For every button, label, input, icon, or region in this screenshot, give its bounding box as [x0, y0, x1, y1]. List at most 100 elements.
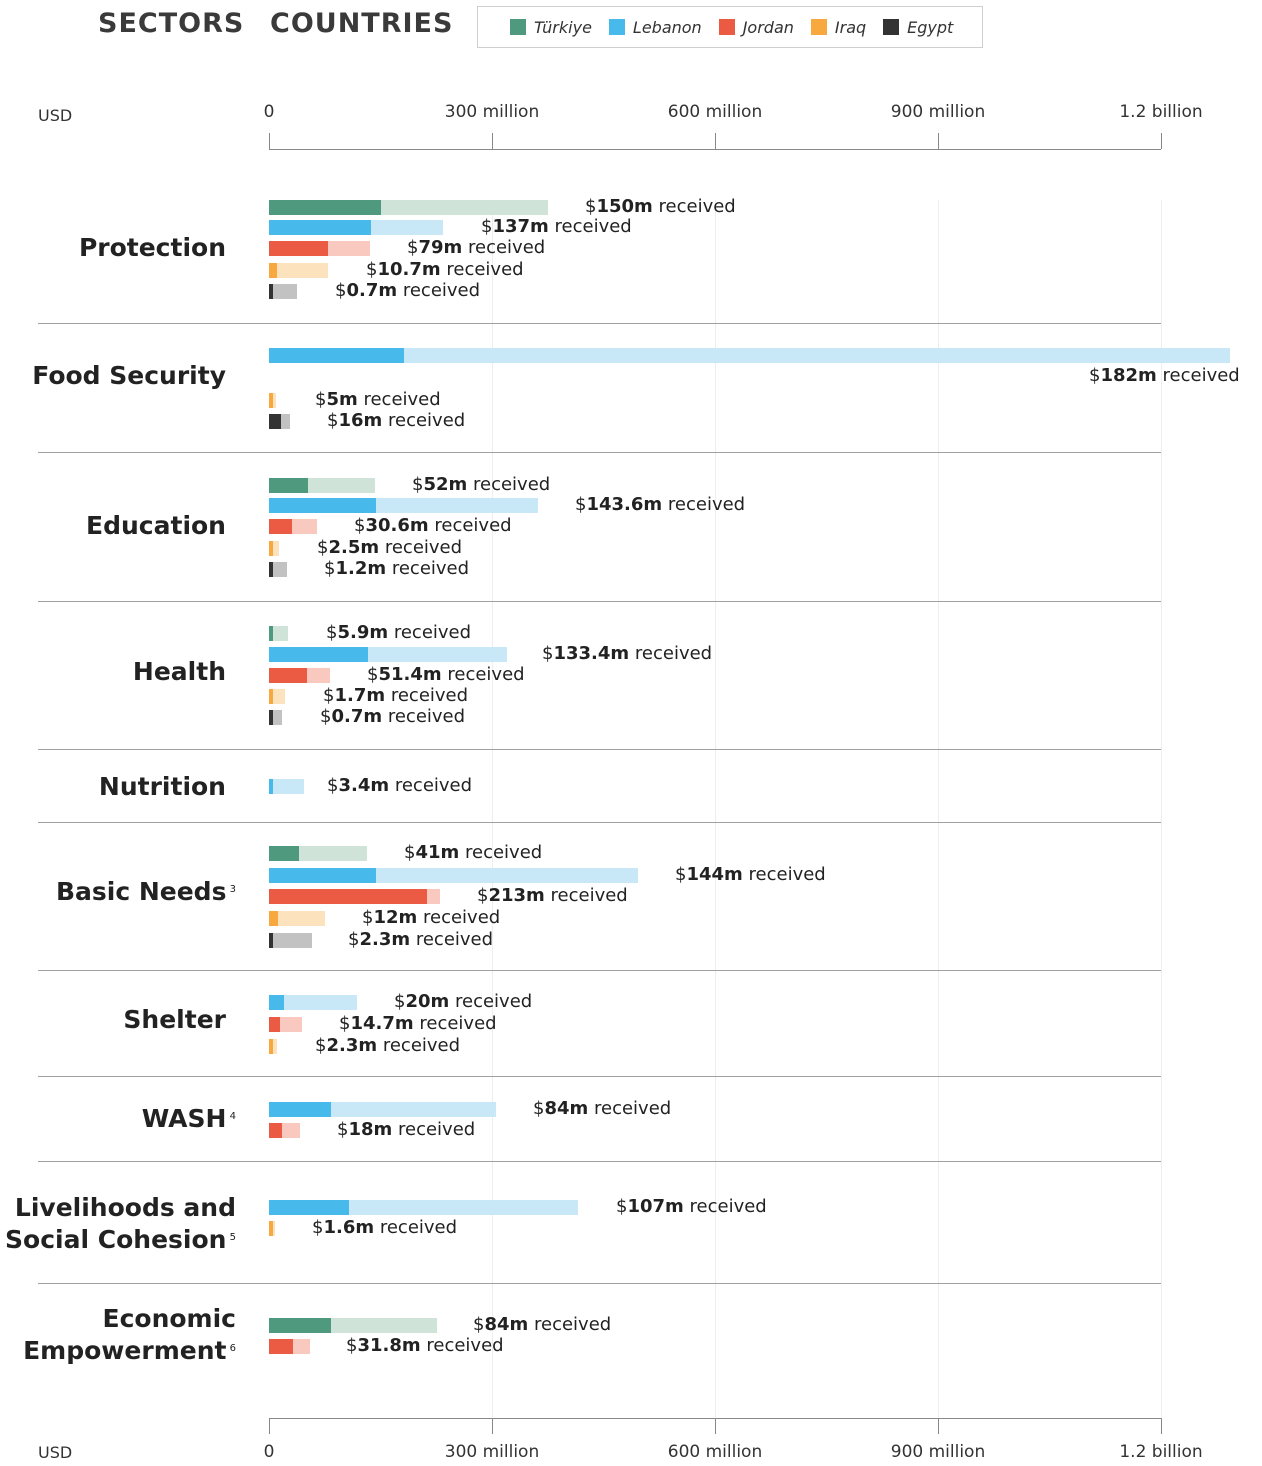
- bar-protection-lebanon[interactable]: [269, 219, 443, 235]
- bar-received: [269, 688, 273, 704]
- sector-label-line: Education: [86, 511, 226, 540]
- gridline: [715, 200, 716, 1418]
- gridline: [1161, 200, 1162, 1418]
- received-amount: 16m: [338, 410, 383, 431]
- bar-basic-needs-egypt[interactable]: [269, 932, 313, 948]
- bar-received: [269, 262, 277, 278]
- received-amount: 1.6m: [323, 1217, 375, 1238]
- currency-symbol: $: [327, 410, 339, 431]
- bar-basic-needs-iraq[interactable]: [269, 910, 326, 926]
- data-label-education-jordan: $30.6m received: [354, 517, 512, 535]
- bar-education-iraq[interactable]: [269, 540, 280, 556]
- bar-requirement: [269, 932, 313, 948]
- sector-label-wash: WASH 4: [142, 1103, 236, 1135]
- bar-requirement: [269, 540, 280, 556]
- bar-education-egypt[interactable]: [269, 561, 287, 577]
- data-label-protection-egypt: $0.7m received: [335, 282, 480, 300]
- bar-education-türkiye[interactable]: [269, 477, 375, 493]
- tab-countries[interactable]: COUNTRIES: [270, 8, 454, 39]
- legend-item-lebanon[interactable]: Lebanon: [608, 17, 702, 37]
- bar-received: [269, 910, 278, 926]
- bar-protection-jordan[interactable]: [269, 240, 371, 256]
- bar-shelter-lebanon[interactable]: [269, 994, 358, 1010]
- bar-basic-needs-lebanon[interactable]: [269, 867, 639, 883]
- legend-label: Lebanon: [632, 17, 702, 37]
- bar-health-jordan[interactable]: [269, 667, 330, 683]
- bar-wash-jordan[interactable]: [269, 1122, 301, 1138]
- legend-label: Egypt: [907, 17, 954, 37]
- bar-requirement: [269, 347, 1231, 363]
- received-amount: 79m: [418, 237, 463, 258]
- sector-label-line: Protection: [78, 233, 226, 262]
- currency-symbol: $: [346, 1335, 358, 1356]
- bar-requirement: [269, 625, 289, 641]
- received-suffix: received: [391, 558, 470, 579]
- data-label-livelihoods-and-social-cohesion-lebanon: $107m received: [616, 1198, 767, 1216]
- bar-received: [269, 1220, 273, 1236]
- data-label-protection-iraq: $10.7m received: [366, 261, 524, 279]
- currency-symbol: $: [348, 929, 360, 950]
- sector-label-nutrition: Nutrition: [99, 771, 226, 803]
- bar-health-iraq[interactable]: [269, 688, 286, 704]
- tab-sectors[interactable]: SECTORS: [98, 8, 245, 39]
- legend-item-egypt[interactable]: Egypt: [883, 18, 953, 37]
- bar-economic-empowerment-türkiye[interactable]: [269, 1317, 437, 1333]
- bar-basic-needs-jordan[interactable]: [269, 888, 440, 904]
- received-amount: 52m: [423, 474, 468, 495]
- sector-label-line: Economic: [102, 1304, 236, 1333]
- received-amount: 2.3m: [326, 1035, 378, 1056]
- currency-symbol: $: [412, 474, 424, 495]
- legend-item-iraq[interactable]: Iraq: [810, 18, 866, 37]
- bar-shelter-iraq[interactable]: [269, 1038, 278, 1054]
- received-amount: 5m: [326, 389, 358, 410]
- bar-shelter-jordan[interactable]: [269, 1016, 303, 1032]
- currency-symbol: $: [335, 280, 347, 301]
- sector-separator: [38, 452, 1161, 453]
- sector-separator: [38, 970, 1161, 971]
- bar-protection-egypt[interactable]: [269, 283, 298, 299]
- received-amount: 182m: [1100, 365, 1157, 386]
- bar-livelihoods-and-social-cohesion-iraq[interactable]: [269, 1220, 275, 1236]
- axis-tick-label-top: 1.2 billion: [1119, 102, 1203, 122]
- bar-health-türkiye[interactable]: [269, 625, 289, 641]
- bar-health-lebanon[interactable]: [269, 646, 507, 662]
- bar-economic-empowerment-jordan[interactable]: [269, 1338, 310, 1354]
- received-amount: 144m: [686, 864, 743, 885]
- received-amount: 1.7m: [334, 685, 386, 706]
- bar-education-jordan[interactable]: [269, 518, 317, 534]
- bar-protection-iraq[interactable]: [269, 262, 328, 278]
- bar-requirement: [269, 262, 328, 278]
- data-label-food-security-egypt: $16m received: [327, 412, 465, 430]
- currency-symbol: $: [339, 1013, 351, 1034]
- bar-wash-lebanon[interactable]: [269, 1101, 496, 1117]
- data-label-health-lebanon: $133.4m received: [542, 645, 712, 663]
- axis-line-top: [269, 149, 1161, 150]
- bar-food-security-iraq[interactable]: [269, 392, 277, 408]
- bar-basic-needs-türkiye[interactable]: [269, 845, 368, 861]
- legend-item-jordan[interactable]: Jordan: [718, 18, 794, 37]
- bar-nutrition-lebanon[interactable]: [269, 778, 304, 794]
- sector-label-line: Health: [132, 657, 226, 686]
- received-amount: 107m: [627, 1196, 684, 1217]
- axis-tick-label-top: 900 million: [890, 102, 986, 122]
- bar-protection-türkiye[interactable]: [269, 199, 549, 215]
- data-label-education-lebanon: $143.6m received: [575, 496, 745, 514]
- data-label-protection-türkiye: $150m received: [585, 198, 736, 216]
- received-suffix: received: [550, 885, 628, 906]
- bar-requirement: [269, 561, 287, 577]
- bar-food-security-lebanon[interactable]: [269, 347, 1231, 363]
- currency-symbol: $: [312, 1217, 324, 1238]
- received-suffix: received: [465, 842, 543, 863]
- currency-symbol: $: [407, 237, 419, 258]
- bar-food-security-egypt[interactable]: [269, 413, 290, 429]
- legend-item-türkiye[interactable]: Türkiye: [510, 18, 592, 37]
- bar-health-egypt[interactable]: [269, 709, 282, 725]
- sector-separator: [38, 749, 1161, 750]
- sector-label-line: Empowerment 6: [23, 1336, 236, 1365]
- bar-livelihoods-and-social-cohesion-lebanon[interactable]: [269, 1199, 579, 1215]
- received-suffix: received: [446, 259, 524, 280]
- received-amount: 3.4m: [338, 775, 390, 796]
- data-label-education-iraq: $2.5m received: [317, 539, 462, 557]
- received-amount: 1.2m: [335, 558, 387, 579]
- bar-education-lebanon[interactable]: [269, 497, 539, 513]
